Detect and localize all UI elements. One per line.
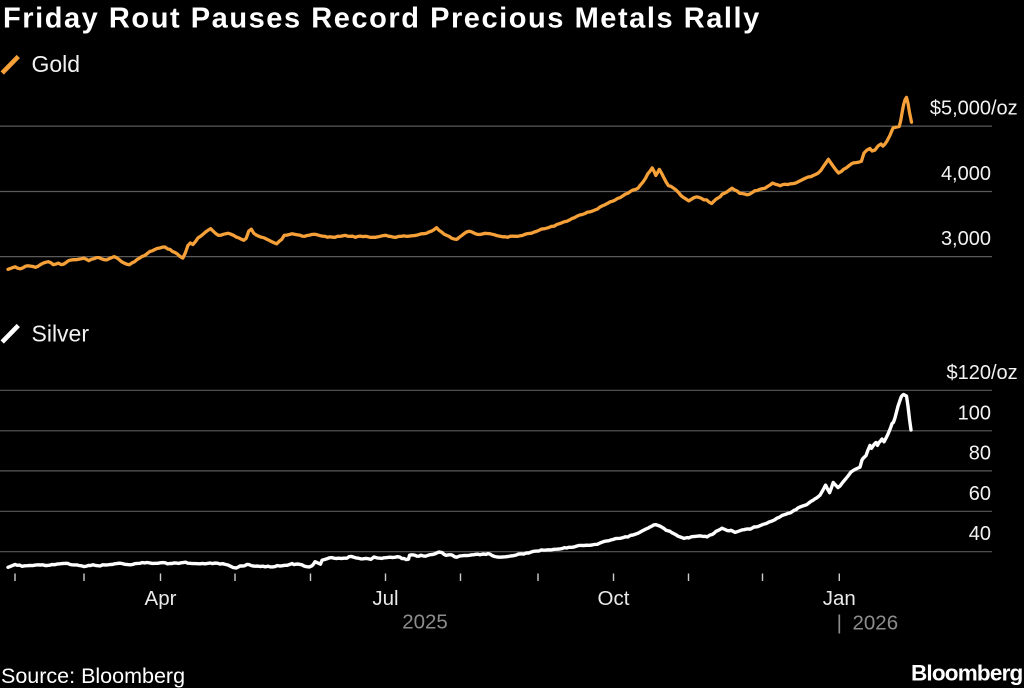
svg-text:2026: 2026 — [853, 612, 899, 635]
svg-text:80: 80 — [969, 442, 991, 464]
svg-text:3,000: 3,000 — [941, 228, 991, 250]
svg-text:100: 100 — [958, 402, 991, 424]
svg-text:Bloomberg: Bloomberg — [911, 661, 1023, 686]
svg-text:Jul: Jul — [372, 587, 398, 610]
svg-text:Apr: Apr — [145, 587, 177, 610]
svg-text:Gold: Gold — [32, 51, 81, 77]
svg-text:Oct: Oct — [598, 587, 630, 610]
svg-text:Silver: Silver — [32, 321, 90, 347]
svg-text:40: 40 — [969, 523, 991, 545]
svg-text:Friday Rout Pauses Record Prec: Friday Rout Pauses Record Precious Metal… — [3, 3, 761, 35]
svg-text:/oz: /oz — [991, 98, 1018, 120]
svg-text:$120: $120 — [947, 362, 992, 384]
svg-text:60: 60 — [969, 483, 991, 505]
svg-text:Jan: Jan — [823, 587, 856, 610]
svg-text:4,000: 4,000 — [941, 163, 991, 185]
svg-text:2025: 2025 — [402, 611, 448, 634]
svg-text:$5,000: $5,000 — [930, 98, 991, 120]
svg-text:Source: Bloomberg: Source: Bloomberg — [1, 664, 185, 688]
svg-text:|: | — [837, 612, 842, 635]
svg-text:/oz: /oz — [991, 362, 1018, 384]
